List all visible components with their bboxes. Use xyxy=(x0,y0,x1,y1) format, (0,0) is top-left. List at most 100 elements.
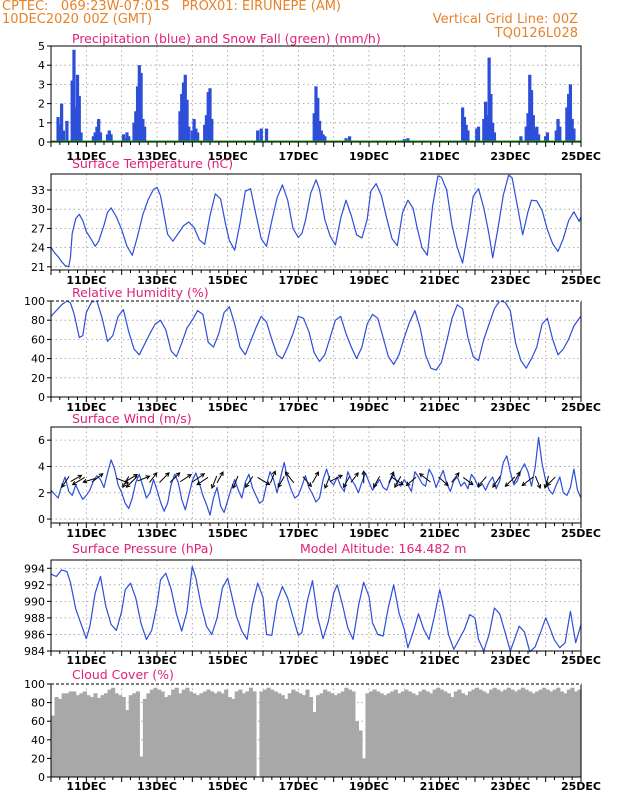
x-tick-label: 21DEC xyxy=(420,401,460,414)
wind-arrow-shaft xyxy=(211,475,218,489)
precip-bar xyxy=(462,117,467,142)
cloud-cover-bar xyxy=(82,691,87,777)
cloud-cover-bar xyxy=(478,689,483,777)
x-tick-label: 19DEC xyxy=(349,401,389,414)
x-tick-label: 23DEC xyxy=(490,150,530,163)
wind-arrow-shaft xyxy=(72,477,85,486)
precip-bar xyxy=(572,128,576,142)
cloud-cover-bar xyxy=(280,695,285,777)
wind-arrow-head xyxy=(122,483,127,489)
cloud-cover-bar xyxy=(453,691,458,777)
cloud-cover-bar xyxy=(436,687,441,777)
wind-arrow-shaft xyxy=(546,476,556,486)
y-tick-label: 27 xyxy=(31,222,45,235)
cloud-cover-bar xyxy=(231,698,236,777)
x-tick-label: 23DEC xyxy=(490,780,530,793)
precip-bar xyxy=(466,130,470,142)
cloud-cover-bar xyxy=(326,691,331,777)
cloud-cover-bar xyxy=(273,691,278,777)
cloud-cover-bar xyxy=(450,697,455,777)
precip-bar xyxy=(312,113,316,142)
cloud-cover-bar xyxy=(340,691,345,777)
precip-bar xyxy=(210,118,214,142)
wind-arrow-head xyxy=(196,480,202,486)
wind-arrow-head xyxy=(187,473,192,479)
wind-arrow-shaft xyxy=(521,476,534,486)
x-tick-label: 13DEC xyxy=(137,654,177,667)
x-tick-label: 15DEC xyxy=(208,527,248,540)
cloud-cover-bar xyxy=(51,715,56,777)
wind-arrow-shaft xyxy=(329,474,343,482)
precip-bar xyxy=(141,118,145,142)
wind-arrow-shaft xyxy=(373,476,381,488)
cloud-cover-bar xyxy=(365,693,370,777)
wind-arrow-head xyxy=(354,472,359,477)
x-tick-label: 13DEC xyxy=(137,150,177,163)
cloud-cover-bar xyxy=(75,695,80,777)
precip-bar xyxy=(529,90,534,142)
cloud-cover-bar xyxy=(227,697,232,777)
cloud-cover-bar xyxy=(128,695,133,777)
precip-bar xyxy=(180,94,184,142)
precip-bar xyxy=(109,134,113,142)
precip-bar xyxy=(344,138,348,142)
cloud-cover-bar xyxy=(545,689,550,777)
precip-bar xyxy=(121,134,126,142)
cloud-cover-bar xyxy=(202,691,208,777)
y-tick-label: 20 xyxy=(31,372,45,385)
x-tick-label: 25DEC xyxy=(561,274,601,287)
series-line xyxy=(50,300,582,371)
cloud-cover-bar xyxy=(284,698,289,777)
y-tick-label: 40 xyxy=(31,353,45,366)
cloud-cover-bar xyxy=(291,689,296,777)
cloud-cover-bar xyxy=(485,693,490,777)
cloud-cover-bar xyxy=(164,697,169,777)
y-tick-label: 4 xyxy=(38,460,45,473)
y-tick-label: 2 xyxy=(38,487,45,500)
wind-arrow-head xyxy=(82,478,88,484)
y-tick-label: 80 xyxy=(31,697,45,710)
wind-arrow-shaft xyxy=(126,476,138,488)
precip-bar xyxy=(536,134,541,142)
cloud-cover-bar xyxy=(157,689,162,777)
wind-arrow-shaft xyxy=(91,473,104,483)
precip-bar xyxy=(105,134,110,142)
precip-bar xyxy=(70,80,74,142)
series-line xyxy=(50,566,582,653)
y-tick-label: 30 xyxy=(31,203,45,216)
wind-arrow-head xyxy=(200,473,206,478)
wind-arrow-shaft xyxy=(492,476,501,488)
y-tick-label: 24 xyxy=(31,242,45,255)
precip-bar xyxy=(492,132,497,142)
precip-bar xyxy=(135,86,140,142)
cloud-cover-bar xyxy=(333,695,338,777)
precip-bar xyxy=(59,103,64,142)
wind-arrow-shaft xyxy=(419,473,431,483)
precip-bar xyxy=(487,57,491,142)
wind-arrow-shaft xyxy=(451,472,460,483)
cloud-cover-bar xyxy=(422,689,427,777)
cloud-cover-bar xyxy=(397,693,402,777)
cloud-cover-bar xyxy=(337,693,342,777)
cloud-cover-bar xyxy=(86,695,91,777)
cloud-cover-bar xyxy=(104,693,109,777)
panel-title: Surface Pressure (hPa) xyxy=(72,541,213,556)
cloud-cover-bar xyxy=(443,691,448,777)
cloud-cover-bar xyxy=(393,689,398,777)
y-tick-label: 0 xyxy=(38,513,45,526)
y-tick-label: 0 xyxy=(38,136,45,149)
y-tick-label: 986 xyxy=(24,628,45,641)
cloud-cover-bar xyxy=(383,695,388,777)
y-tick-label: 60 xyxy=(31,333,45,346)
wind-arrow-head xyxy=(98,473,104,478)
wind-arrow-shaft xyxy=(245,476,254,488)
precip-bar xyxy=(489,94,493,142)
precip-bar xyxy=(91,136,96,142)
wind-arrow-shaft xyxy=(124,474,138,483)
y-tick-label: 21 xyxy=(31,261,45,274)
wind-arrow-shaft xyxy=(216,471,224,484)
y-tick-label: 0 xyxy=(38,771,45,784)
cloud-cover-bar xyxy=(58,698,63,777)
wind-arrow-head xyxy=(504,482,510,488)
